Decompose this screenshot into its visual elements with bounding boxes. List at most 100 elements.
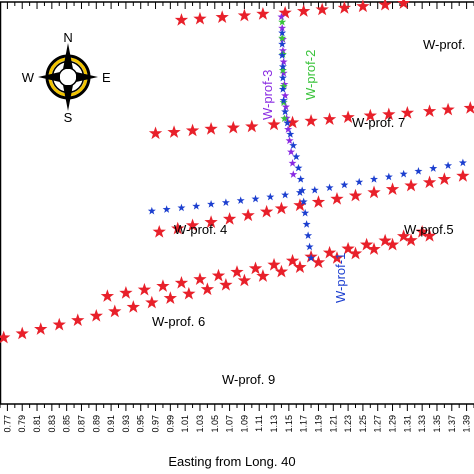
profile-point: [137, 282, 152, 296]
profile-point: [322, 112, 337, 126]
profile-point: [34, 322, 48, 335]
x-tick-label: 0.97: [151, 415, 161, 433]
profile-point: [147, 206, 156, 215]
compass-north-point: [63, 43, 73, 69]
profile-point: [278, 73, 287, 82]
profile-point: [280, 80, 289, 88]
profile-point: [174, 13, 189, 26]
profile-point: [286, 130, 295, 138]
profile-point: [422, 175, 437, 189]
profile-point: [236, 196, 245, 204]
profile-point: [211, 268, 226, 282]
profile-point: [299, 197, 308, 206]
profile-series: [148, 101, 474, 140]
profile-point: [156, 279, 170, 292]
profile-point: [182, 286, 196, 300]
profile-point: [274, 264, 289, 278]
label-w-prof-4: W-prof. 4: [174, 222, 227, 237]
profile-point: [292, 152, 301, 161]
profile-point: [251, 194, 260, 203]
profile-point: [108, 304, 122, 318]
profile-point: [71, 313, 85, 327]
x-tick-label: 1.11: [254, 415, 264, 432]
profile-point: [367, 242, 381, 255]
profile-point: [215, 10, 229, 23]
profile-point: [298, 186, 307, 194]
x-tick-label: 0.81: [32, 415, 42, 433]
profile-point: [241, 208, 255, 222]
profile-point: [100, 289, 115, 302]
x-tick-label: 1.33: [417, 415, 427, 433]
compass-north-label: N: [63, 30, 72, 45]
x-tick-label: 0.91: [106, 415, 116, 433]
profile-point: [370, 175, 379, 183]
profile-point: [126, 300, 140, 313]
x-tick-label: 1.09: [239, 415, 249, 433]
profile-point: [289, 170, 298, 178]
profile-point: [287, 147, 296, 156]
profile-point: [0, 330, 11, 344]
profile-point: [356, 0, 370, 13]
profile-point: [278, 40, 287, 48]
profile-point: [185, 123, 200, 137]
profile-point: [15, 326, 29, 340]
label-w-prof-7: W-prof. 7: [352, 115, 405, 130]
profile-point: [315, 2, 329, 16]
profile-point: [441, 102, 455, 116]
x-tick-label: 0.85: [62, 415, 72, 433]
profile-markers: [0, 0, 474, 344]
profile-point: [355, 177, 364, 186]
x-tick-label: 0.93: [121, 415, 131, 433]
profile-point: [385, 237, 400, 251]
profile-point: [89, 308, 103, 322]
profile-point: [152, 224, 166, 238]
profile-point: [363, 108, 377, 122]
profile-point: [396, 0, 411, 9]
profile-point: [359, 237, 374, 251]
profile-point: [294, 163, 303, 172]
profile-point: [285, 115, 300, 129]
profile-point: [337, 1, 352, 14]
profile-point: [278, 23, 287, 32]
label-w-prof-6: W-prof. 6: [152, 314, 205, 329]
profile-point: [295, 188, 304, 196]
x-tick-label: 1.35: [432, 415, 442, 433]
profile-point: [378, 233, 392, 247]
profile-point: [259, 204, 274, 218]
profile-point: [278, 62, 287, 71]
profile-point: [171, 221, 185, 235]
profile-point: [463, 101, 474, 114]
profile-point: [341, 110, 355, 124]
profile-point: [267, 117, 281, 131]
profile-point: [279, 82, 288, 90]
profile-point: [266, 192, 275, 201]
profile-point: [422, 104, 437, 118]
profile-point: [293, 260, 307, 273]
profile-point: [311, 255, 326, 269]
profile-point: [256, 7, 270, 20]
profile-point: [119, 286, 133, 299]
profile-point: [340, 180, 349, 189]
profile-point: [297, 4, 311, 17]
profile-point: [396, 229, 411, 243]
profile-series: [152, 169, 470, 238]
profile-point: [293, 198, 307, 212]
profile-point: [310, 185, 319, 194]
label-w-prof-1: W-prof-1: [333, 253, 348, 303]
profile-point: [399, 169, 408, 178]
profile-point: [283, 118, 292, 127]
profile-point: [400, 105, 414, 119]
profile-point: [385, 182, 400, 195]
profile-point: [174, 276, 189, 289]
profile-point: [437, 172, 452, 185]
profile-point: [378, 0, 392, 11]
x-tick-label: 1.17: [299, 415, 309, 433]
profile-point: [281, 107, 290, 116]
profile-point: [204, 215, 218, 228]
profile-point: [274, 201, 289, 215]
compass-west-point: [38, 72, 60, 82]
profile-point: [162, 205, 171, 213]
profile-point: [193, 11, 207, 25]
x-tick-label: 1.37: [447, 415, 457, 433]
compass-rose: N S E W: [22, 30, 111, 125]
